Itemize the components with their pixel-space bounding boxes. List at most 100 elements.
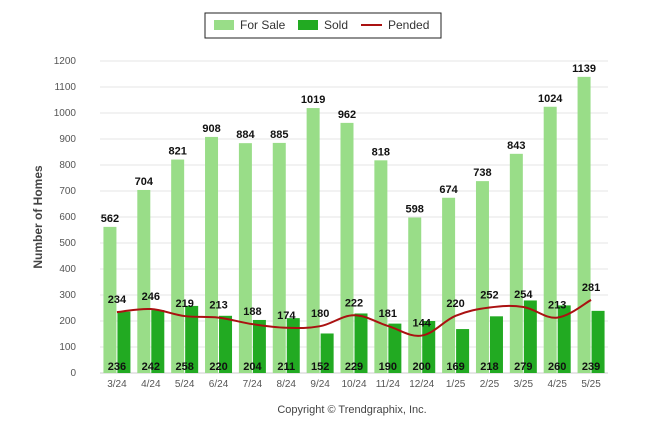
label-pended-11-24: 181	[379, 308, 397, 320]
label-sold-7-24: 204	[243, 361, 262, 373]
legend-swatch-sold	[298, 20, 318, 30]
label-pended-2-25: 252	[480, 289, 498, 301]
bar-sold-5-25	[591, 310, 605, 373]
y-tick-label: 800	[59, 160, 76, 171]
label-pended-1-25: 220	[446, 298, 464, 310]
x-tick-label: 1/25	[446, 379, 466, 390]
bar-sold-11-24	[388, 323, 402, 373]
x-axis-ticks: 3/24 4/24 5/24 6/24 7/24 8/24 9/24 10/24 11/24 12…	[107, 379, 601, 390]
legend-swatch-for-sale	[214, 20, 234, 30]
label-for-sale-5-25: 1139	[572, 63, 596, 75]
label-pended-9-24: 180	[311, 308, 329, 320]
bar-sold-9-24	[320, 333, 334, 373]
label-for-sale-6-24: 908	[202, 123, 220, 135]
gridlines	[100, 60, 608, 374]
x-tick-label: 8/24	[277, 379, 297, 390]
label-for-sale-7-24: 884	[236, 129, 255, 141]
y-tick-label: 400	[59, 264, 76, 275]
label-pended-7-24: 188	[243, 306, 261, 318]
bar-sold-6-24	[219, 315, 233, 373]
label-for-sale-3-25: 843	[507, 140, 525, 152]
bar-for-sale-5-25	[577, 76, 591, 374]
x-tick-label: 2/25	[480, 379, 500, 390]
label-for-sale-10-24: 962	[338, 109, 356, 121]
label-sold-9-24: 152	[311, 361, 329, 373]
label-for-sale-4-25: 1024	[538, 93, 563, 105]
y-tick-label: 100	[59, 342, 76, 353]
x-tick-label: 3/25	[514, 379, 534, 390]
y-tick-label: 1000	[54, 108, 77, 119]
legend: For Sale Sold Pended	[204, 12, 442, 39]
bar-for-sale-8-24	[272, 142, 286, 373]
x-tick-label: 7/24	[243, 379, 263, 390]
y-tick-label: 1100	[54, 82, 76, 93]
bar-sold-10-24	[354, 313, 368, 373]
x-tick-label: 6/24	[209, 379, 229, 390]
label-pended-4-25: 213	[548, 300, 566, 312]
bar-sold-3-25	[523, 300, 537, 373]
bar-for-sale-4-25	[543, 106, 557, 373]
label-for-sale-5-24: 821	[168, 146, 186, 158]
label-for-sale-4-24: 704	[135, 176, 154, 188]
label-sold-4-25: 260	[548, 361, 566, 373]
legend-box	[204, 12, 442, 39]
label-sold-5-25: 239	[582, 361, 600, 373]
label-pended-3-25: 254	[514, 289, 533, 301]
x-tick-label: 9/24	[310, 379, 330, 390]
bar-sold-1-25	[456, 329, 470, 373]
label-pended-8-24: 174	[277, 310, 296, 322]
bar-sold-3-24	[117, 311, 131, 373]
bar-for-sale-3-25	[509, 153, 523, 373]
bar-for-sale-6-24	[205, 136, 219, 373]
label-pended-4-24: 246	[142, 291, 160, 303]
x-tick-label: 5/25	[581, 379, 601, 390]
bar-for-sale-4-24	[137, 189, 151, 373]
label-sold-4-24: 242	[142, 361, 160, 373]
x-tick-label: 4/25	[547, 379, 567, 390]
y-tick-label: 600	[59, 212, 76, 223]
line-pended	[116, 299, 592, 337]
label-sold-1-25: 169	[446, 361, 464, 373]
y-tick-label: 500	[59, 238, 76, 249]
x-tick-label: 5/24	[175, 379, 195, 390]
bar-for-sale-5-24	[171, 159, 185, 373]
label-sold-5-24: 258	[175, 361, 193, 373]
label-for-sale-2-25: 738	[473, 167, 491, 179]
label-sold-8-24: 211	[277, 361, 295, 373]
label-sold-2-25: 218	[480, 361, 498, 373]
bar-sold-8-24	[286, 318, 300, 373]
bar-for-sale-3-24	[103, 226, 117, 373]
legend-label-pended: Pended	[388, 18, 429, 32]
legend-label-for-sale: For Sale	[240, 18, 286, 32]
label-pended-3-24: 234	[108, 294, 127, 306]
bar-sold-4-25	[557, 305, 571, 373]
label-sold-6-24: 220	[209, 361, 227, 373]
y-tick-label: 900	[59, 134, 76, 145]
bar-sold-4-24	[151, 310, 165, 373]
bar-sold-7-24	[252, 319, 266, 373]
label-for-sale-9-24: 1019	[301, 94, 325, 106]
bar-for-sale-2-25	[475, 181, 489, 373]
x-tick-label: 3/24	[107, 379, 127, 390]
label-for-sale-11-24: 818	[372, 146, 390, 158]
label-pended-10-24: 222	[345, 297, 363, 309]
bar-for-sale-11-24	[374, 160, 388, 373]
y-tick-label: 200	[59, 316, 76, 327]
label-sold-11-24: 190	[379, 361, 397, 373]
y-axis-label: Number of Homes	[31, 165, 45, 269]
bar-for-sale-1-25	[442, 197, 456, 373]
bar-sold-2-25	[489, 316, 503, 373]
data-labels: 562 236 704 242 821 258 908 220 884 204 885 211 1019…	[101, 63, 600, 373]
pended-line-layer	[116, 299, 592, 337]
y-axis-ticks: 0 100 200 300 400 500 600 700 800 900 1000 1100 1200	[54, 56, 77, 379]
label-pended-12-24: 144	[413, 318, 432, 330]
bar-for-sale-7-24	[238, 143, 252, 373]
label-for-sale-8-24: 885	[270, 129, 288, 141]
y-tick-label: 1200	[54, 56, 77, 67]
label-sold-10-24: 229	[345, 361, 363, 373]
bar-for-sale-12-24	[408, 217, 422, 373]
bar-for-sale-10-24	[340, 122, 354, 373]
copyright-credit: Copyright © Trendgraphix, Inc.	[277, 404, 426, 416]
x-tick-label: 11/24	[376, 379, 401, 390]
